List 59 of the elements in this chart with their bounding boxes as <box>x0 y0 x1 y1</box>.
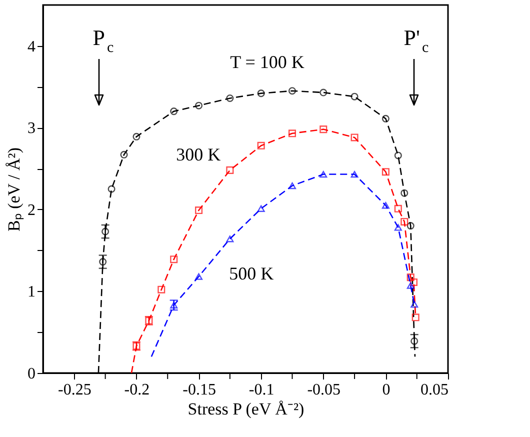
point <box>350 92 358 100</box>
y-axis-title: Bₚ (eV / Å²) <box>4 147 24 232</box>
point <box>320 126 328 134</box>
point <box>410 278 418 286</box>
series-label: 300 K <box>176 144 221 164</box>
point <box>257 205 265 212</box>
x-tick-label: -0.1 <box>248 382 274 398</box>
point <box>288 87 296 95</box>
point <box>382 168 390 176</box>
x-tick-label: -0.15 <box>182 382 216 398</box>
point <box>257 142 265 150</box>
series-label: 500 K <box>229 263 274 284</box>
point <box>382 202 390 209</box>
point <box>195 273 203 280</box>
x-tick-label: 0 <box>382 382 390 398</box>
y-tick-label: 4 <box>28 38 36 56</box>
y-tick-label: 1 <box>28 284 36 301</box>
point <box>412 314 420 322</box>
point <box>170 108 178 116</box>
y-tick-label: 3 <box>28 120 36 138</box>
point <box>320 88 328 96</box>
point <box>132 132 140 140</box>
point <box>394 204 402 212</box>
point <box>320 170 328 178</box>
x-tick-label: 0.05 <box>420 382 448 398</box>
point <box>102 228 110 236</box>
point <box>99 258 107 266</box>
point <box>406 274 414 282</box>
y-tick-label: 0 <box>28 366 36 382</box>
point <box>410 337 418 345</box>
point <box>120 150 128 158</box>
x-tick-label: -0.25 <box>58 382 92 398</box>
point <box>400 218 408 226</box>
point <box>400 189 408 197</box>
point <box>226 236 234 242</box>
point <box>350 170 358 178</box>
point <box>394 224 402 231</box>
point <box>158 286 166 294</box>
point <box>195 206 203 214</box>
point <box>406 222 414 230</box>
point <box>394 152 402 160</box>
point <box>170 256 178 264</box>
point <box>226 166 234 174</box>
x-axis-title: Stress P (eV Å⁻²) <box>188 400 304 418</box>
point <box>170 302 178 308</box>
point <box>288 130 296 138</box>
series-label: T = 100 K <box>230 52 304 72</box>
point <box>195 102 203 110</box>
point <box>226 94 234 102</box>
point <box>350 134 358 142</box>
point <box>257 90 265 98</box>
x-tick-label: -0.2 <box>124 382 150 398</box>
point <box>382 114 390 122</box>
point <box>108 185 116 193</box>
point <box>288 182 296 190</box>
point <box>406 282 414 289</box>
y-tick-label: 2 <box>28 202 36 219</box>
x-tick-label: -0.05 <box>307 382 341 398</box>
point <box>410 300 418 308</box>
